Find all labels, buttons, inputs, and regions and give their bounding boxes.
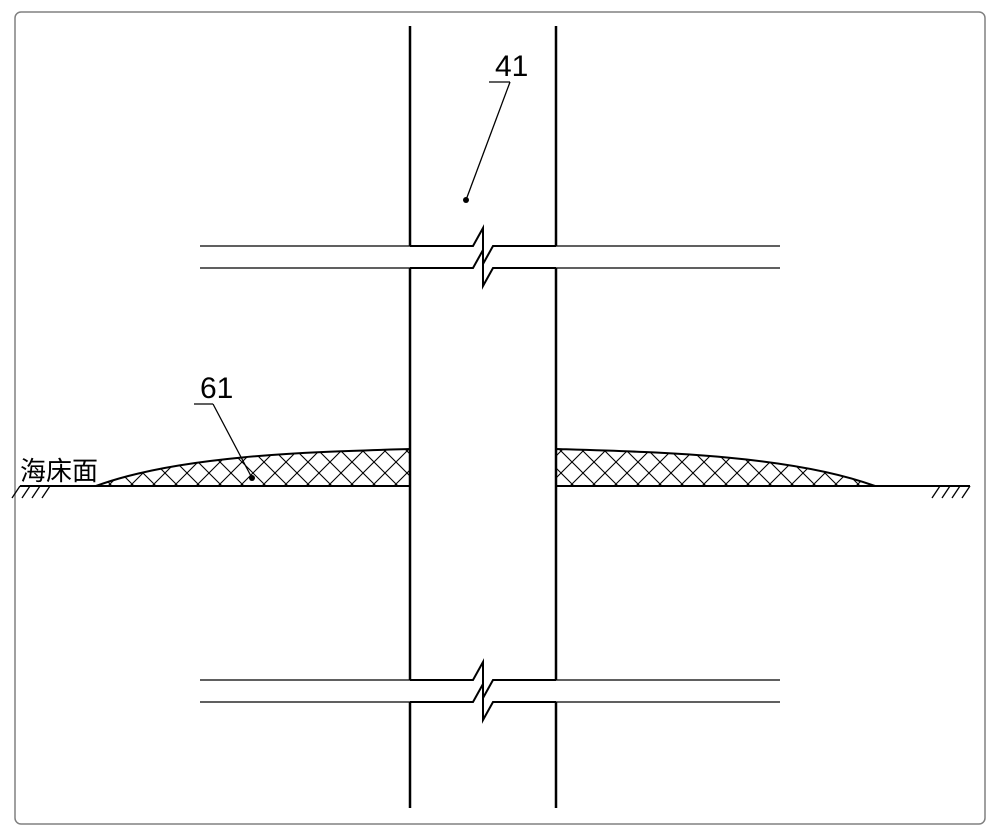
ground-hatch-mark bbox=[952, 486, 960, 498]
column_ref-text: 41 bbox=[495, 50, 528, 83]
ground-hatch-mark bbox=[12, 486, 20, 498]
ground-hatch-mark bbox=[22, 486, 30, 498]
ground-hatch-mark bbox=[932, 486, 940, 498]
mound_ref-text: 61 bbox=[200, 372, 233, 405]
column_ref-dot bbox=[463, 197, 469, 203]
ground-hatch-mark bbox=[942, 486, 950, 498]
mound-right-fill bbox=[556, 449, 875, 486]
seabed-label: 海床面 bbox=[20, 456, 98, 486]
ground-hatch-mark bbox=[42, 486, 50, 498]
ground-hatch-mark bbox=[962, 486, 970, 498]
mound_ref-dot bbox=[249, 475, 255, 481]
ground-hatch-mark bbox=[32, 486, 40, 498]
